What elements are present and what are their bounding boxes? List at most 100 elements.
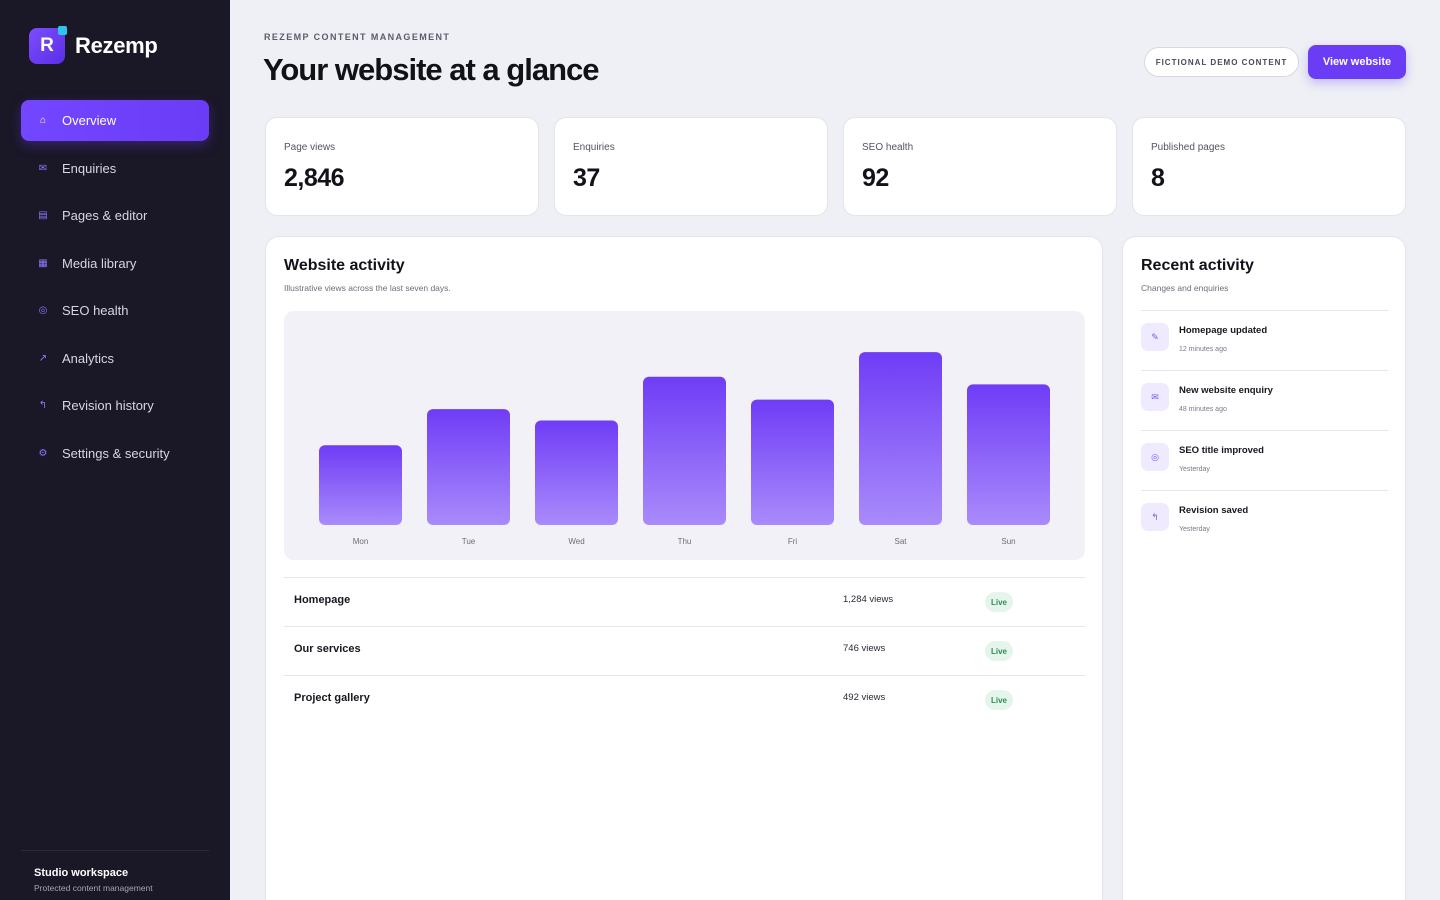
edit-icon: ✎ (1141, 323, 1169, 351)
x-axis-label: Thu (678, 537, 692, 546)
website-activity-panel: Website activity Illustrative views acro… (265, 236, 1103, 900)
activity-time: 48 minutes ago (1179, 406, 1227, 413)
x-axis-label: Sat (894, 537, 907, 546)
sidebar-item-enquiries[interactable]: ✉ Enquiries (21, 148, 209, 189)
chart-bar-sat (859, 352, 942, 525)
stat-card-enquiries: Enquiries 37 (554, 117, 828, 216)
status-badge: Live (985, 690, 1014, 710)
x-axis-label: Wed (568, 537, 584, 546)
stat-label: Page views (284, 142, 336, 153)
media-icon: ▦ (38, 257, 48, 269)
stat-card-published-pages: Published pages 8 (1132, 117, 1406, 216)
demo-content-badge: FICTIONAL DEMO CONTENT (1144, 47, 1299, 77)
activity-subtitle: Illustrative views across the last seven… (284, 283, 451, 293)
page-name: Our services (294, 643, 361, 655)
undo-icon: ↰ (1141, 503, 1169, 531)
sidebar-item-analytics[interactable]: ↗ Analytics (21, 338, 209, 379)
status-badge: Live (985, 592, 1014, 612)
stat-label: Enquiries (573, 142, 615, 153)
activity-chart-svg: Mon Tue Wed Thu Fri Sat Sun (319, 352, 1050, 546)
home-icon: ⌂ (39, 115, 47, 126)
stat-value: 37 (573, 164, 600, 192)
sidebar-item-media-library[interactable]: ▦ Media library (21, 243, 209, 284)
list-item[interactable]: ◎ SEO title improved Yesterday (1141, 430, 1388, 490)
recent-title: Recent activity (1141, 257, 1254, 274)
chart-bar-tue (427, 409, 510, 525)
stat-card-seo-health: SEO health 92 (843, 117, 1117, 216)
workspace-subtitle: Protected content management (34, 883, 153, 893)
activity-title: SEO title improved (1179, 445, 1264, 456)
activity-chart: Mon Tue Wed Thu Fri Sat Sun (284, 311, 1085, 560)
sidebar-item-seo-health[interactable]: ◎ SEO health (21, 290, 209, 331)
activity-time: 12 minutes ago (1179, 346, 1227, 353)
page-views: 492 views (843, 692, 886, 703)
target-icon: ◎ (1141, 443, 1169, 471)
stat-card-page-views: Page views 2,846 (265, 117, 539, 216)
page-views: 1,284 views (843, 594, 894, 605)
sidebar-item-pages-editor[interactable]: ▤ Pages & editor (21, 195, 209, 236)
mail-icon: ✉ (1141, 383, 1169, 411)
stat-value: 2,846 (284, 164, 345, 192)
sidebar-nav: ⌂ Overview ✉ Enquiries ▤ Pages & editor … (21, 100, 209, 480)
list-item[interactable]: ↰ Revision saved Yesterday (1141, 490, 1388, 550)
gear-icon: ⚙ (38, 447, 48, 459)
brand[interactable]: R Rezemp (29, 26, 158, 64)
sidebar-item-overview[interactable]: ⌂ Overview (21, 100, 209, 141)
target-icon: ◎ (38, 305, 48, 316)
brand-name: Rezemp (75, 33, 158, 58)
x-axis-label: Fri (788, 537, 798, 546)
page-name: Homepage (294, 594, 351, 606)
top-pages-table: Homepage 1,284 views Live Our services 7… (284, 577, 1085, 724)
sidebar-item-settings-security[interactable]: ⚙ Settings & security (21, 433, 209, 474)
page-icon: ▤ (38, 210, 48, 221)
sidebar-item-label: SEO health (62, 303, 129, 318)
brand-logo-dot (58, 26, 67, 35)
trend-arrow-icon: ↗ (38, 352, 48, 364)
sidebar-item-label: Revision history (62, 398, 154, 413)
mail-icon: ✉ (38, 162, 48, 174)
view-website-button[interactable]: View website (1308, 45, 1406, 79)
activity-title: Revision saved (1179, 505, 1249, 516)
table-row[interactable]: Project gallery 492 views Live (284, 675, 1085, 724)
stat-label: SEO health (862, 142, 914, 153)
list-item[interactable]: ✉ New website enquiry 48 minutes ago (1141, 370, 1388, 430)
x-axis-label: Sun (1001, 537, 1015, 546)
recent-activity-list: ✎ Homepage updated 12 minutes ago ✉ New … (1141, 310, 1388, 550)
list-item[interactable]: ✎ Homepage updated 12 minutes ago (1141, 310, 1388, 370)
sidebar-item-label: Media library (62, 255, 137, 271)
chart-bar-wed (535, 420, 618, 525)
recent-subtitle: Changes and enquiries (1141, 283, 1229, 293)
chart-bar-fri (751, 399, 834, 525)
table-row[interactable]: Homepage 1,284 views Live (284, 577, 1085, 626)
table-row[interactable]: Our services 746 views Live (284, 626, 1085, 675)
brand-logo-letter: R (40, 35, 54, 56)
stat-value: 8 (1151, 164, 1165, 192)
sidebar-item-label: Analytics (62, 350, 115, 366)
page-title: Your website at a glance (263, 52, 599, 87)
sidebar-item-label: Overview (62, 113, 117, 128)
workspace-info: Studio workspace Protected content manag… (21, 850, 209, 900)
sidebar-item-label: Enquiries (62, 160, 117, 176)
sidebar: R Rezemp ⌂ Overview ✉ Enquiries ▤ Pages … (0, 0, 230, 900)
page-views: 746 views (843, 643, 886, 654)
x-axis-label: Tue (462, 537, 476, 546)
activity-title: Homepage updated (1179, 325, 1268, 336)
activity-title: New website enquiry (1179, 385, 1273, 396)
sidebar-item-revision-history[interactable]: ↰ Revision history (21, 385, 209, 426)
workspace-title: Studio workspace (34, 867, 129, 879)
x-axis-label: Mon (353, 537, 369, 546)
stat-value: 92 (862, 164, 889, 192)
chart-bar-thu (643, 376, 726, 525)
undo-icon: ↰ (38, 400, 48, 411)
page-eyebrow: REZEMP CONTENT MANAGEMENT (264, 32, 451, 42)
activity-time: Yesterday (1179, 526, 1210, 533)
recent-activity-panel: Recent activity Changes and enquiries ✎ … (1122, 236, 1406, 900)
activity-time: Yesterday (1179, 466, 1210, 473)
status-badge: Live (985, 641, 1014, 661)
stat-label: Published pages (1151, 142, 1225, 153)
chart-bar-mon (319, 445, 402, 525)
sidebar-item-label: Pages & editor (62, 208, 148, 223)
chart-bar-sun (967, 384, 1050, 525)
activity-title: Website activity (284, 257, 405, 274)
sidebar-item-label: Settings & security (62, 445, 170, 461)
